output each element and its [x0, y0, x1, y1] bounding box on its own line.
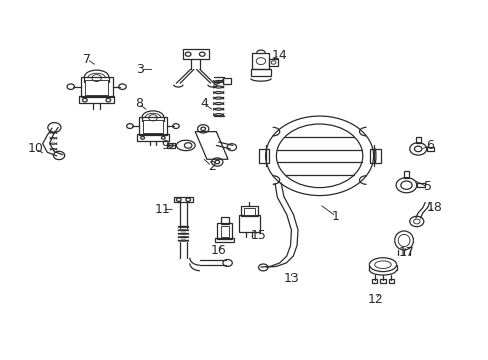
- Bar: [416, 183, 425, 187]
- Bar: [403, 171, 408, 177]
- Bar: [388, 279, 393, 283]
- Text: 16: 16: [210, 244, 226, 257]
- Bar: [167, 143, 174, 148]
- Bar: [258, 149, 268, 163]
- Bar: [269, 59, 277, 66]
- Bar: [243, 208, 254, 215]
- Bar: [415, 138, 420, 143]
- Bar: [217, 223, 232, 239]
- Bar: [238, 215, 259, 232]
- Text: 12: 12: [367, 293, 383, 306]
- Bar: [223, 78, 231, 84]
- Bar: [81, 77, 112, 97]
- Text: 11: 11: [154, 203, 170, 216]
- Bar: [369, 149, 380, 163]
- Bar: [142, 120, 163, 133]
- Bar: [137, 134, 168, 141]
- Bar: [221, 226, 228, 237]
- Text: 5: 5: [423, 180, 431, 193]
- Text: 1: 1: [331, 210, 339, 223]
- Bar: [371, 279, 377, 283]
- Bar: [174, 197, 192, 202]
- Text: 3: 3: [136, 63, 144, 76]
- Bar: [426, 147, 433, 150]
- Bar: [139, 117, 167, 135]
- Bar: [215, 238, 234, 242]
- Bar: [79, 96, 114, 103]
- Bar: [252, 53, 269, 69]
- Bar: [183, 49, 209, 59]
- Text: 7: 7: [83, 53, 91, 66]
- Text: 15: 15: [250, 229, 266, 242]
- Text: 9: 9: [161, 139, 168, 152]
- Text: 10: 10: [28, 143, 43, 156]
- Text: 17: 17: [398, 246, 413, 259]
- Bar: [379, 279, 385, 283]
- Text: 2: 2: [207, 160, 215, 173]
- Bar: [240, 206, 257, 216]
- Text: 13: 13: [283, 272, 299, 285]
- Text: 8: 8: [135, 98, 142, 111]
- Bar: [85, 81, 108, 95]
- Bar: [250, 69, 271, 76]
- Text: 6: 6: [425, 139, 433, 152]
- Bar: [221, 217, 228, 224]
- Text: 18: 18: [426, 201, 442, 214]
- Text: 14: 14: [271, 49, 287, 62]
- Text: 4: 4: [200, 98, 208, 111]
